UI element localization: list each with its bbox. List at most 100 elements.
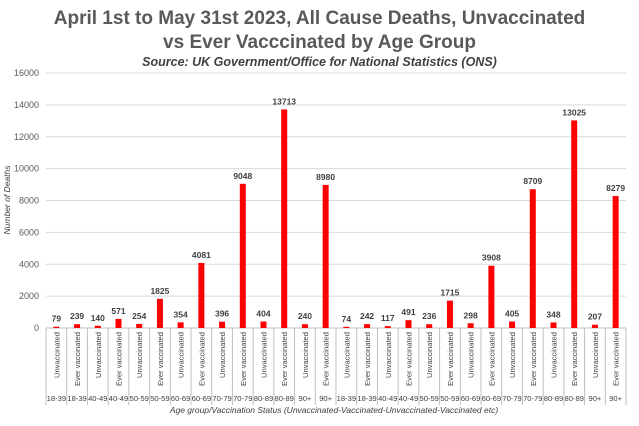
category-label: Unvaccinated	[591, 332, 600, 378]
age-group-label: 60-69	[192, 394, 211, 403]
bar	[115, 318, 122, 328]
age-group-label: 90+	[609, 394, 622, 403]
bars	[53, 109, 619, 328]
y-tick-label: 6000	[19, 227, 39, 237]
bar	[612, 196, 619, 328]
data-label: 239	[70, 311, 84, 321]
y-axis-label: Number of Deaths	[2, 165, 12, 235]
data-label: 13713	[272, 96, 296, 106]
bar	[239, 183, 246, 328]
age-group-label: 50-59	[440, 394, 459, 403]
bar	[94, 325, 101, 328]
bar	[509, 321, 516, 328]
bar	[177, 322, 184, 328]
bar	[198, 262, 205, 328]
chart-title-line2: vs Ever Vacccinated by Age Group	[163, 32, 476, 53]
category-label: Unvaccinated	[301, 332, 310, 378]
age-group-label: 50-59	[129, 394, 148, 403]
bar	[550, 322, 557, 328]
bar	[260, 321, 267, 328]
y-tick-label: 16000	[14, 68, 39, 78]
data-label: 1825	[150, 286, 169, 296]
age-group-label: 70-79	[233, 394, 252, 403]
bar	[529, 189, 536, 328]
age-group-label: 60-69	[482, 394, 501, 403]
category-label: Unvaccinated	[342, 332, 351, 378]
data-label: 13025	[562, 107, 586, 117]
age-group-label: 80-89	[544, 394, 563, 403]
data-labels: 79 239 140 571 254 1825 354 4081 396 9048 404 13713…	[52, 96, 626, 323]
age-group-label: 70-79	[502, 394, 521, 403]
category-label: Ever vaccinated	[156, 332, 165, 386]
age-group-label: 18-39	[67, 394, 86, 403]
bar	[301, 324, 308, 328]
bar	[571, 120, 578, 328]
age-group-labels: 18-39 18-39 40-49 40-49 50-59 50-59 60-69 60-69…	[47, 394, 623, 403]
category-label: Unvaccinated	[508, 332, 517, 378]
y-tick-label: 14000	[14, 100, 39, 110]
bar	[322, 184, 329, 328]
category-label: Unvaccinated	[135, 332, 144, 378]
category-label: Unvaccinated	[260, 332, 269, 378]
category-label: Ever vaccinated	[570, 332, 579, 386]
age-group-label: 40-49	[399, 394, 418, 403]
data-label: 491	[401, 307, 415, 317]
data-label: 240	[298, 311, 312, 321]
data-label: 348	[546, 309, 560, 319]
chart-subtitle: Source: UK Government/Office for Nationa…	[142, 55, 497, 69]
age-group-label: 18-39	[47, 394, 66, 403]
category-label: Ever vaccinated	[405, 332, 414, 386]
data-label: 8279	[606, 183, 625, 193]
y-tick-label: 10000	[14, 164, 39, 174]
bar	[488, 265, 495, 328]
category-label: Ever vaccinated	[239, 332, 248, 386]
category-label: Ever vaccinated	[363, 332, 372, 386]
category-label: Ever vaccinated	[446, 332, 455, 386]
category-label: Ever vaccinated	[280, 332, 289, 386]
data-label: 207	[588, 312, 602, 322]
y-tick-label: 2000	[19, 291, 39, 301]
data-label: 354	[174, 309, 188, 319]
age-group-label: 40-49	[88, 394, 107, 403]
y-axis-ticks: 0 2000 4000 6000 8000 10000 12000 14000 16000	[14, 68, 39, 333]
age-group-label: 70-79	[523, 394, 542, 403]
age-group-label: 90+	[319, 394, 332, 403]
data-label: 74	[342, 314, 352, 324]
category-label: Ever vaccinated	[612, 332, 621, 386]
data-label: 298	[464, 310, 478, 320]
bar	[384, 326, 391, 328]
bar	[74, 324, 81, 328]
bar	[467, 323, 474, 328]
category-label: Unvaccinated	[218, 332, 227, 378]
category-label: Ever vaccinated	[115, 332, 124, 386]
data-label: 236	[422, 311, 436, 321]
data-label: 8980	[316, 172, 335, 182]
age-group-label: 50-59	[419, 394, 438, 403]
category-label: Unvaccinated	[550, 332, 559, 378]
data-label: 4081	[192, 250, 211, 260]
data-label: 254	[132, 311, 146, 321]
x-axis-label: Age group/Vaccination Status (Unvaccinat…	[169, 405, 499, 415]
category-label: Unvaccinated	[467, 332, 476, 378]
bar	[405, 320, 412, 328]
chart-title: April 1st to May 31st 2023, All Cause De…	[54, 8, 586, 29]
age-group-label: 80-89	[254, 394, 273, 403]
data-label: 242	[360, 311, 374, 321]
gridlines	[46, 72, 626, 297]
bar	[53, 326, 60, 328]
bar	[343, 326, 350, 328]
y-tick-label: 8000	[19, 196, 39, 206]
bar	[446, 300, 453, 328]
data-label: 396	[215, 309, 229, 319]
category-label: Unvaccinated	[177, 332, 186, 378]
age-group-label: 60-69	[461, 394, 480, 403]
data-label: 571	[111, 306, 125, 316]
data-label: 79	[52, 314, 62, 324]
category-label: Ever vaccinated	[529, 332, 538, 386]
age-group-label: 80-89	[564, 394, 583, 403]
data-label: 3908	[482, 253, 501, 263]
age-group-label: 40-49	[378, 394, 397, 403]
category-label: Ever vaccinated	[322, 332, 331, 386]
bar	[591, 324, 598, 328]
